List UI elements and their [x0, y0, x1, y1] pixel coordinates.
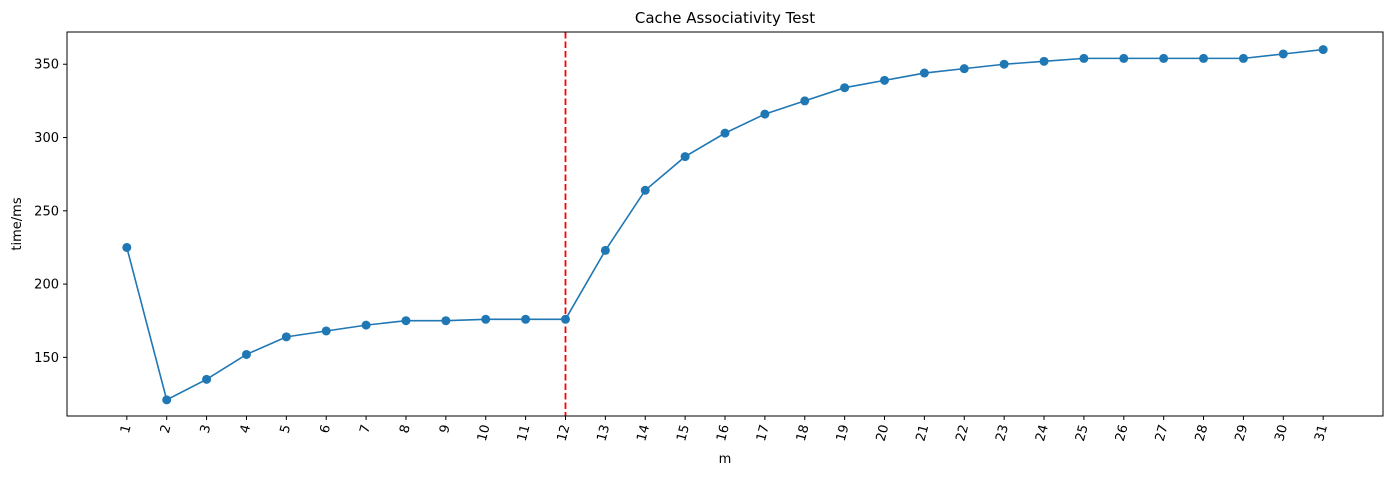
data-point — [441, 316, 451, 326]
plot-area — [122, 32, 1328, 416]
x-axis-label: m — [719, 452, 732, 467]
data-point — [162, 395, 172, 405]
x-tick-label: 8 — [397, 423, 414, 435]
y-tick-label: 150 — [34, 351, 59, 366]
data-point — [800, 96, 810, 106]
x-tick-label: 19 — [834, 423, 853, 443]
data-point — [122, 242, 132, 252]
y-tick-label: 300 — [34, 131, 59, 146]
data-point — [999, 59, 1009, 69]
y-axis-label: time/ms — [10, 197, 25, 250]
x-tick-label: 25 — [1073, 423, 1092, 443]
x-tick-label: 31 — [1312, 423, 1331, 443]
x-tick-label: 7 — [357, 423, 374, 435]
x-tick-label: 14 — [634, 423, 653, 443]
y-tick-label: 250 — [34, 204, 59, 219]
x-tick-label: 2 — [158, 423, 175, 435]
data-point — [680, 152, 690, 162]
x-tick-label: 6 — [317, 423, 334, 435]
data-point — [1119, 53, 1129, 63]
axes-frame — [66, 31, 1384, 417]
x-tick-label: 27 — [1153, 423, 1172, 443]
x-tick-label: 5 — [278, 423, 295, 435]
x-tick-label: 9 — [437, 423, 454, 435]
data-point — [760, 109, 770, 119]
x-tick-label: 15 — [674, 423, 693, 443]
data-point — [880, 75, 890, 85]
data-point — [241, 349, 251, 359]
x-axis: 1 2 3 4 5 6 7 8 9 10 11 12 13 14 15 16 17 18 19 20 21 22 23 24 2… — [118, 416, 1331, 443]
data-point — [600, 245, 610, 255]
x-tick-label: 22 — [953, 423, 972, 443]
x-tick-label: 1 — [118, 423, 135, 435]
x-tick-label: 13 — [594, 423, 613, 443]
data-point — [560, 314, 570, 324]
data-point — [401, 316, 411, 326]
x-tick-label: 26 — [1113, 423, 1132, 443]
data-point — [720, 128, 730, 138]
x-tick-label: 30 — [1272, 423, 1291, 443]
data-point — [1278, 49, 1288, 59]
x-tick-label: 28 — [1193, 423, 1212, 443]
data-point — [1238, 53, 1248, 63]
x-tick-label: 20 — [874, 423, 893, 443]
data-point — [202, 374, 212, 384]
data-point — [361, 320, 371, 330]
data-point — [1199, 53, 1209, 63]
data-point — [919, 68, 929, 78]
data-point — [321, 326, 331, 336]
y-tick-label: 200 — [34, 278, 59, 293]
x-tick-label: 29 — [1233, 423, 1252, 443]
x-tick-label: 3 — [198, 423, 215, 435]
data-point — [481, 314, 491, 324]
y-tick-label: 350 — [34, 58, 59, 73]
data-point — [281, 332, 291, 342]
data-point — [1318, 45, 1328, 55]
x-tick-label: 23 — [993, 423, 1012, 443]
x-tick-label: 12 — [555, 423, 574, 443]
data-point — [959, 64, 969, 74]
data-point — [1159, 53, 1169, 63]
x-tick-label: 21 — [913, 423, 932, 443]
data-point — [840, 83, 850, 93]
data-point — [1079, 53, 1089, 63]
data-point — [1039, 56, 1049, 66]
x-tick-label: 17 — [754, 423, 773, 443]
x-tick-label: 4 — [238, 423, 255, 435]
data-point — [521, 314, 531, 324]
x-tick-label: 16 — [714, 423, 733, 443]
x-tick-label: 11 — [515, 423, 534, 443]
y-axis: 150 200 250 300 350 — [34, 58, 67, 366]
x-tick-label: 10 — [475, 423, 494, 443]
x-tick-label: 18 — [794, 423, 813, 443]
data-point — [640, 185, 650, 195]
x-tick-label: 24 — [1033, 423, 1052, 443]
chart-title: Cache Associativity Test — [635, 9, 815, 27]
series-line — [126, 48, 1324, 402]
